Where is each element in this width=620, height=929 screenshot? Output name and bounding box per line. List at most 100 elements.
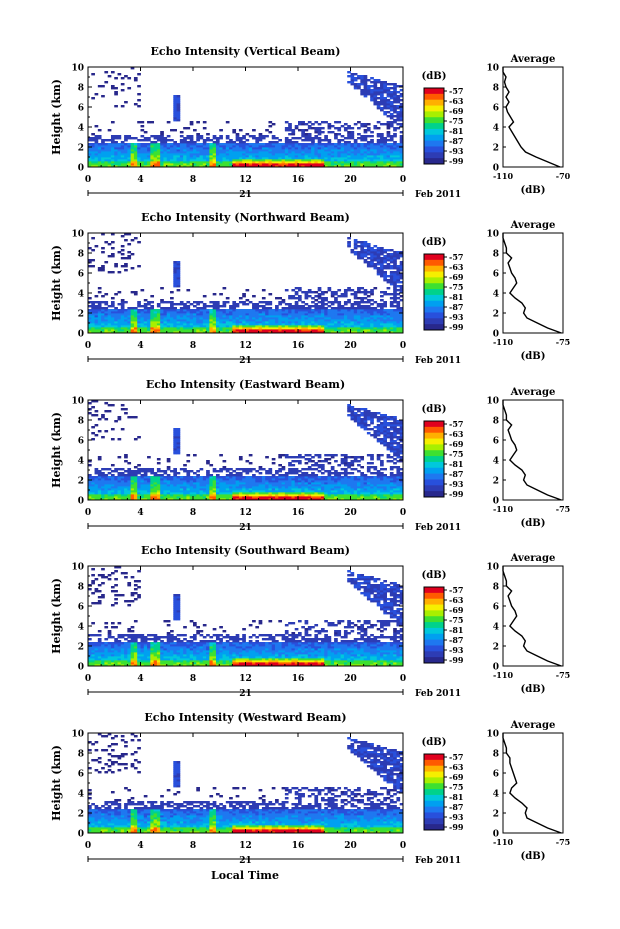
- heatmap-cell: [183, 161, 187, 164]
- heatmap-cell: [156, 139, 161, 142]
- heatmap-cell: [370, 135, 374, 138]
- heatmap-cell: [248, 482, 253, 485]
- heatmap-cell: [294, 165, 299, 168]
- heatmap-cell: [173, 448, 177, 451]
- heatmap-cell: [114, 484, 118, 487]
- heatmap-cell: [222, 157, 227, 160]
- heatmap-cell: [173, 107, 177, 110]
- heatmap-cell: [255, 315, 260, 318]
- heatmap-cell: [324, 327, 328, 330]
- heatmap-cell: [229, 315, 233, 318]
- heatmap-cell: [124, 470, 128, 473]
- heatmap-cell: [373, 249, 378, 252]
- heatmap-cell: [130, 488, 135, 491]
- heatmap-cell: [101, 317, 105, 320]
- heatmap-cell: [298, 460, 302, 463]
- heatmap-cell: [94, 468, 99, 471]
- heatmap-cell: [271, 137, 276, 140]
- heatmap-cell: [225, 488, 230, 491]
- heatmap-cell: [88, 153, 92, 156]
- x-tick-label: 12: [239, 341, 252, 351]
- heatmap-cell: [238, 484, 243, 487]
- heatmap-cell: [225, 121, 230, 124]
- heatmap-cell: [347, 153, 351, 156]
- heatmap-cell: [153, 161, 158, 164]
- heatmap-cell: [252, 480, 256, 483]
- heatmap-cell: [304, 462, 309, 465]
- heatmap-cell: [117, 474, 122, 477]
- heatmap-cell: [186, 474, 191, 477]
- heatmap-cell: [101, 484, 105, 487]
- heatmap-cell: [107, 129, 112, 132]
- heatmap-cell: [370, 77, 374, 80]
- heatmap-cell: [156, 153, 161, 156]
- heatmap-cell: [363, 243, 368, 246]
- heatmap-cell: [186, 329, 191, 332]
- heatmap-cell: [179, 323, 184, 326]
- heatmap-cell: [176, 450, 181, 453]
- heatmap-cell: [120, 309, 125, 312]
- heatmap-cell: [114, 490, 118, 493]
- heatmap-cell: [215, 157, 220, 160]
- heatmap-cell: [245, 311, 250, 314]
- heatmap-cell: [393, 141, 397, 144]
- heatmap-cell: [268, 147, 273, 150]
- heatmap-cell: [268, 321, 273, 324]
- colorbar-swatch: [424, 117, 444, 124]
- heatmap-cell: [337, 295, 342, 298]
- heatmap-cell: [242, 492, 246, 495]
- heatmap-cell: [370, 303, 374, 306]
- heatmap-cell: [245, 325, 250, 328]
- heatmap-cell: [114, 323, 118, 326]
- heatmap-cell: [189, 484, 194, 487]
- heatmap-cell: [193, 488, 197, 491]
- heatmap-cell: [252, 153, 256, 156]
- heatmap-cell: [389, 327, 394, 330]
- heatmap-cell: [330, 131, 335, 134]
- heatmap-cell: [242, 484, 246, 487]
- heatmap-cell: [396, 329, 401, 332]
- heatmap-cell: [225, 155, 230, 158]
- heatmap-cell: [337, 305, 342, 308]
- heatmap-cell: [104, 323, 109, 326]
- heatmap-cell: [209, 321, 214, 324]
- heatmap-cell: [215, 478, 220, 481]
- heatmap-cell: [298, 331, 302, 334]
- heatmap-cell: [193, 329, 197, 332]
- heatmap-cell: [94, 424, 99, 427]
- heatmap-cell: [337, 147, 342, 150]
- heatmap-cell: [327, 159, 332, 162]
- heatmap-cell: [179, 484, 184, 487]
- heatmap-cell: [91, 494, 95, 497]
- heatmap-cell: [357, 331, 361, 334]
- heatmap-cell: [399, 289, 404, 292]
- heatmap-cell: [327, 327, 332, 330]
- heatmap-cell: [271, 141, 276, 144]
- y-tick-label: 2: [78, 144, 84, 154]
- heatmap-cell: [179, 315, 184, 318]
- heatmap-cell: [380, 155, 384, 158]
- heatmap-cell: [327, 480, 332, 483]
- heatmap-cell: [284, 307, 289, 310]
- heatmap-cell: [330, 323, 335, 326]
- heatmap-cell: [252, 327, 256, 330]
- heatmap-cell: [97, 161, 102, 164]
- heatmap-cell: [94, 482, 99, 485]
- heatmap-cell: [232, 488, 237, 491]
- heatmap-cell: [393, 289, 397, 292]
- heatmap-cell: [357, 329, 361, 332]
- heatmap-cell: [389, 321, 394, 324]
- heatmap-cell: [314, 482, 319, 485]
- average-frame: [502, 232, 564, 334]
- heatmap-cell: [380, 309, 384, 312]
- heatmap-cell: [248, 151, 253, 154]
- heatmap-cell: [124, 496, 128, 499]
- heatmap-cell: [350, 137, 355, 140]
- heatmap-cell: [376, 149, 381, 152]
- heatmap-cell: [206, 155, 210, 158]
- heatmap-cell: [156, 147, 161, 150]
- heatmap-cell: [127, 488, 132, 491]
- heatmap-cell: [212, 149, 217, 152]
- heatmap-cell: [314, 327, 319, 330]
- heatmap-cell: [124, 408, 128, 411]
